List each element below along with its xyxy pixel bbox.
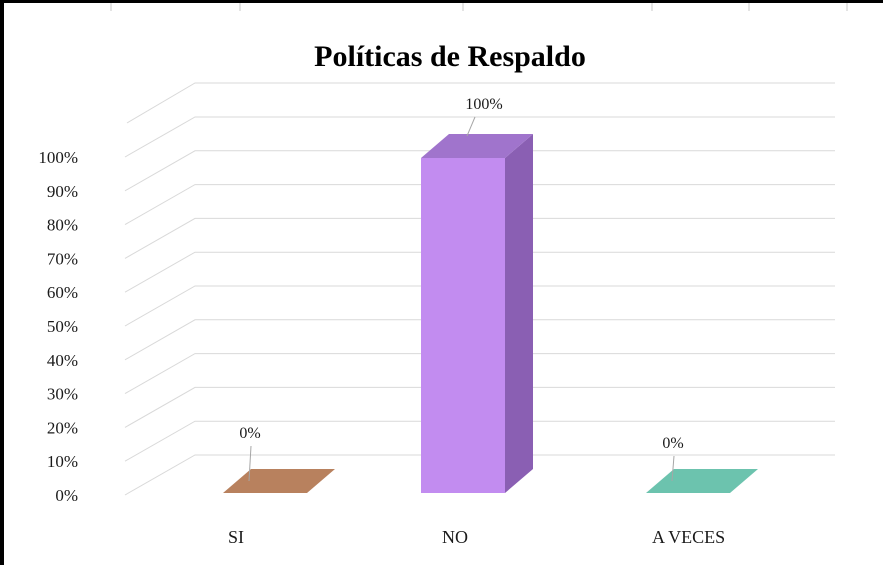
gridline bbox=[124, 217, 835, 259]
spreadsheet-gridlines bbox=[110, 3, 848, 11]
x-category-label: NO bbox=[442, 527, 468, 547]
gridline bbox=[126, 82, 835, 124]
bar-top bbox=[646, 469, 758, 493]
bar-top bbox=[223, 469, 335, 493]
data-label-leader bbox=[466, 116, 476, 137]
gridline bbox=[124, 420, 835, 462]
y-tick-label: 90% bbox=[47, 182, 78, 201]
data-label: 0% bbox=[662, 435, 683, 452]
y-tick-label: 60% bbox=[47, 283, 78, 302]
gridline bbox=[124, 285, 835, 327]
x-category-label: A VECES bbox=[652, 527, 725, 547]
bar-side bbox=[505, 134, 533, 493]
bar bbox=[421, 158, 505, 493]
x-category-label: SI bbox=[228, 527, 244, 547]
y-tick-label: 100% bbox=[38, 148, 78, 167]
chart-title: Políticas de Respaldo bbox=[314, 40, 586, 73]
y-tick-label: 40% bbox=[47, 351, 78, 370]
bar-top bbox=[421, 134, 533, 158]
data-label-leader bbox=[671, 455, 675, 482]
gridline bbox=[124, 251, 835, 293]
y-tick-label: 0% bbox=[55, 486, 78, 505]
data-label-leader bbox=[248, 445, 252, 482]
gridline bbox=[124, 150, 835, 192]
gridline bbox=[124, 386, 835, 428]
data-label: 100% bbox=[465, 96, 502, 113]
y-tick-label: 10% bbox=[47, 452, 78, 471]
data-label: 0% bbox=[239, 425, 260, 442]
y-tick-label: 20% bbox=[47, 418, 78, 437]
gridline bbox=[124, 184, 835, 226]
y-tick-label: 30% bbox=[47, 385, 78, 404]
y-tick-label: 50% bbox=[47, 317, 78, 336]
gridline bbox=[124, 454, 835, 496]
gridline bbox=[124, 116, 835, 158]
y-tick-label: 80% bbox=[47, 216, 78, 235]
gridline bbox=[124, 353, 835, 395]
y-tick-label: 70% bbox=[47, 249, 78, 268]
gridline bbox=[124, 319, 835, 361]
